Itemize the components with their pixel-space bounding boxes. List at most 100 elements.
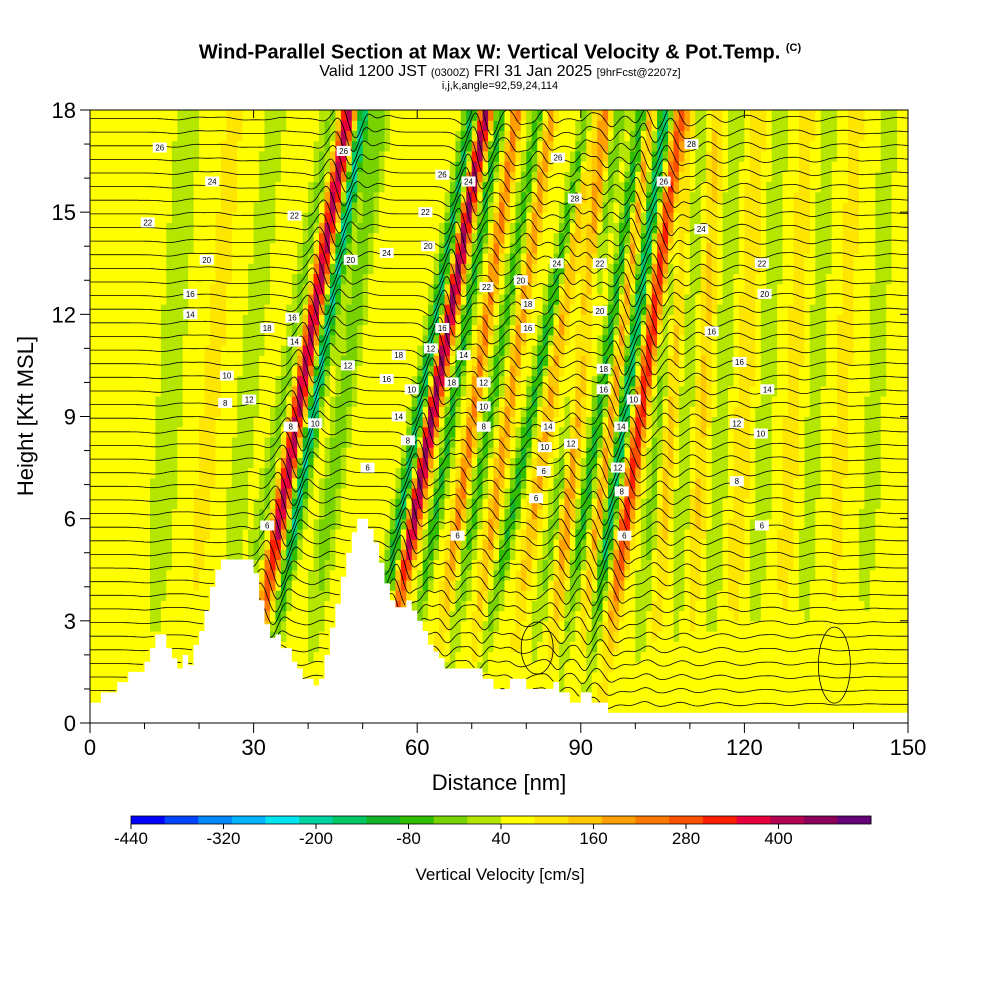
w-cell-2481 bbox=[313, 498, 320, 509]
w-cell-679 bbox=[150, 518, 157, 530]
w-cell-797 bbox=[160, 539, 167, 550]
w-cell-1765 bbox=[248, 457, 255, 469]
w-cell-2537 bbox=[319, 539, 326, 550]
w-cell-4833 bbox=[526, 375, 533, 387]
w-cell-2214 bbox=[286, 161, 293, 172]
w-cell-2650 bbox=[329, 610, 336, 622]
w-cell-890 bbox=[166, 201, 173, 213]
w-cell-740 bbox=[155, 508, 162, 520]
w-cell-175 bbox=[100, 150, 107, 162]
w-cell-3697 bbox=[422, 334, 429, 346]
w-cell-3386 bbox=[395, 447, 402, 458]
w-cell-3581 bbox=[411, 293, 418, 305]
w-cell-4305 bbox=[477, 253, 484, 264]
w-cell-177 bbox=[100, 130, 107, 142]
w-cell-3858 bbox=[439, 528, 446, 540]
w-cell-2151 bbox=[280, 191, 287, 203]
w-cell-4267 bbox=[477, 641, 484, 653]
w-cell-4667 bbox=[509, 232, 516, 244]
w-cell-2204 bbox=[286, 263, 293, 274]
w-cell-366 bbox=[122, 651, 129, 663]
w-cell-4515 bbox=[499, 559, 506, 571]
w-cell-2016 bbox=[270, 345, 277, 356]
w-cell-3418 bbox=[395, 120, 402, 131]
w-cell-4863 bbox=[531, 682, 538, 693]
w-cell-3985 bbox=[449, 457, 456, 469]
w-cell-1604 bbox=[231, 263, 238, 274]
w-cell-1224 bbox=[199, 467, 206, 479]
valid-prefix: Valid 1200 JST bbox=[319, 62, 427, 80]
w-cell-4814 bbox=[526, 569, 533, 581]
w-cell-1798 bbox=[248, 120, 255, 131]
w-cell-4571 bbox=[504, 600, 511, 612]
w-cell-149 bbox=[100, 416, 107, 428]
w-cell-4339 bbox=[482, 518, 489, 530]
w-cell-4397 bbox=[488, 539, 495, 550]
w-cell-4145 bbox=[466, 661, 473, 673]
w-cell-3642 bbox=[417, 283, 424, 295]
w-cell-3205 bbox=[379, 457, 386, 469]
w-cell-991 bbox=[177, 396, 184, 407]
w-cell-933 bbox=[171, 375, 178, 387]
w-cell-770 bbox=[155, 201, 162, 213]
w-cell-2674 bbox=[329, 365, 336, 377]
w-cell-983 bbox=[177, 477, 184, 489]
w-cell-2469 bbox=[313, 620, 320, 632]
w-cell-187 bbox=[106, 641, 113, 653]
w-cell-3027 bbox=[362, 436, 369, 448]
w-cell-1166 bbox=[193, 447, 200, 458]
w-cell-4639 bbox=[509, 518, 516, 530]
w-cell-2673 bbox=[329, 375, 336, 387]
w-cell-1533 bbox=[226, 375, 233, 387]
w-cell-370 bbox=[122, 610, 129, 622]
w-cell-206 bbox=[106, 447, 113, 458]
w-cell-2355 bbox=[302, 559, 309, 571]
w-cell-197 bbox=[106, 539, 113, 550]
w-cell-2575 bbox=[319, 150, 326, 162]
w-cell-297 bbox=[111, 130, 118, 142]
w-cell-4254 bbox=[471, 161, 478, 172]
w-cell-4252 bbox=[471, 181, 478, 193]
w-cell-1638 bbox=[237, 528, 244, 540]
w-cell-4715 bbox=[515, 355, 522, 366]
w-cell-1516 bbox=[226, 549, 233, 561]
w-cell-4192 bbox=[466, 181, 473, 193]
w-cell-2695 bbox=[329, 150, 336, 162]
w-cell-2288 bbox=[297, 631, 304, 642]
w-cell-4258 bbox=[471, 120, 478, 131]
w-cell-4274 bbox=[477, 569, 484, 581]
w-cell-1719 bbox=[242, 314, 249, 326]
w-cell-3690 bbox=[422, 406, 429, 418]
w-cell-4983 bbox=[542, 682, 549, 693]
w-cell-3257 bbox=[384, 539, 391, 550]
w-cell-1131 bbox=[188, 191, 195, 203]
w-cell-259 bbox=[111, 518, 118, 530]
w-cell-498 bbox=[133, 528, 140, 540]
w-cell-1887 bbox=[259, 436, 266, 448]
w-cell-1049 bbox=[182, 416, 189, 428]
w-cell-3288 bbox=[384, 222, 391, 234]
w-cell-1831 bbox=[253, 396, 260, 407]
w-cell-2142 bbox=[280, 283, 287, 295]
w-cell-1780 bbox=[248, 304, 255, 315]
w-cell-4754 bbox=[520, 569, 527, 581]
w-cell-142 bbox=[100, 488, 107, 499]
w-cell-1425 bbox=[215, 253, 222, 264]
w-cell-1959 bbox=[264, 314, 271, 326]
w-cell-2318 bbox=[297, 324, 304, 336]
w-cell-3388 bbox=[395, 426, 402, 438]
w-cell-1176 bbox=[193, 345, 200, 356]
w-cell-4539 bbox=[499, 314, 506, 326]
w-cell-2718 bbox=[335, 528, 342, 540]
w-cell-1991 bbox=[270, 600, 277, 612]
w-cell-207 bbox=[106, 436, 113, 448]
w-cell-1990 bbox=[270, 610, 277, 622]
w-cell-2260 bbox=[291, 304, 298, 315]
w-cell-3798 bbox=[433, 528, 440, 540]
w-cell-2534 bbox=[319, 569, 326, 581]
w-cell-2570 bbox=[319, 201, 326, 213]
w-cell-83 bbox=[95, 477, 102, 489]
w-cell-4049 bbox=[455, 416, 462, 428]
w-cell-1660 bbox=[237, 304, 244, 315]
w-cell-2504 bbox=[313, 263, 320, 274]
